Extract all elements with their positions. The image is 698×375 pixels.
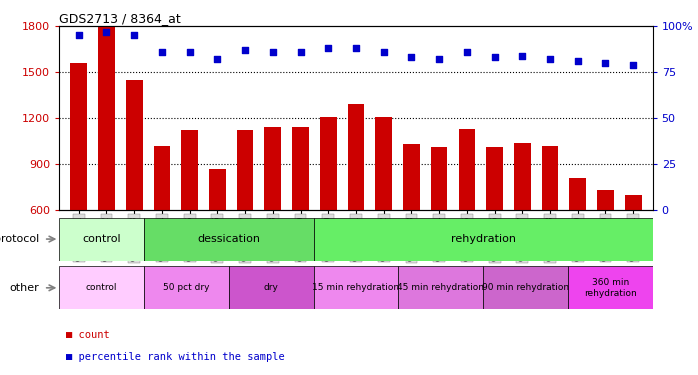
Text: rehydration: rehydration — [451, 234, 516, 244]
Bar — [59, 217, 144, 261]
Point — [433, 56, 445, 62]
Point — [628, 62, 639, 68]
Text: ■ count: ■ count — [66, 330, 110, 339]
Bar — [209, 169, 225, 302]
Bar — [483, 266, 568, 309]
Bar — [229, 266, 313, 309]
Text: 90 min rehydration: 90 min rehydration — [482, 284, 569, 292]
Point — [600, 60, 611, 66]
Bar — [399, 266, 483, 309]
Text: other: other — [10, 283, 40, 293]
Bar — [376, 117, 392, 302]
Point — [544, 56, 556, 62]
Text: ■ percentile rank within the sample: ■ percentile rank within the sample — [66, 352, 285, 362]
Bar — [487, 147, 503, 302]
Bar — [313, 217, 653, 261]
Point — [406, 54, 417, 60]
Point — [73, 33, 84, 39]
Bar — [70, 63, 87, 302]
Point — [572, 58, 584, 64]
Bar — [98, 26, 114, 302]
Bar — [144, 266, 229, 309]
Point — [211, 56, 223, 62]
Text: 45 min rehydration: 45 min rehydration — [397, 284, 484, 292]
Point — [101, 29, 112, 35]
Bar — [320, 117, 336, 302]
Bar — [292, 128, 309, 302]
Point — [461, 49, 473, 55]
Point — [239, 47, 251, 53]
Bar — [265, 128, 281, 302]
Bar — [625, 195, 641, 302]
Point — [184, 49, 195, 55]
Bar — [144, 217, 313, 261]
Bar — [514, 142, 530, 302]
Bar — [181, 130, 198, 302]
Bar — [348, 104, 364, 302]
Point — [378, 49, 389, 55]
Point — [517, 53, 528, 58]
Bar — [568, 266, 653, 309]
Text: 15 min rehydration: 15 min rehydration — [313, 284, 399, 292]
Point — [128, 33, 140, 39]
Text: GDS2713 / 8364_at: GDS2713 / 8364_at — [59, 12, 181, 25]
Bar — [570, 178, 586, 302]
Point — [295, 49, 306, 55]
Point — [267, 49, 279, 55]
Bar — [542, 146, 558, 302]
Point — [489, 54, 500, 60]
Text: protocol: protocol — [0, 234, 40, 244]
Bar — [597, 190, 614, 302]
Bar — [431, 147, 447, 302]
Text: dry: dry — [264, 284, 279, 292]
Text: 360 min
rehydration: 360 min rehydration — [584, 278, 637, 297]
Bar — [313, 266, 399, 309]
Bar — [459, 129, 475, 302]
Point — [322, 45, 334, 51]
Text: 50 pct dry: 50 pct dry — [163, 284, 209, 292]
Bar — [59, 266, 144, 309]
Point — [350, 45, 362, 51]
Bar — [126, 80, 142, 302]
Bar — [403, 144, 419, 302]
Bar — [154, 146, 170, 302]
Text: dessication: dessication — [198, 234, 260, 244]
Text: control: control — [86, 284, 117, 292]
Text: control: control — [82, 234, 121, 244]
Point — [156, 49, 168, 55]
Bar — [237, 130, 253, 302]
